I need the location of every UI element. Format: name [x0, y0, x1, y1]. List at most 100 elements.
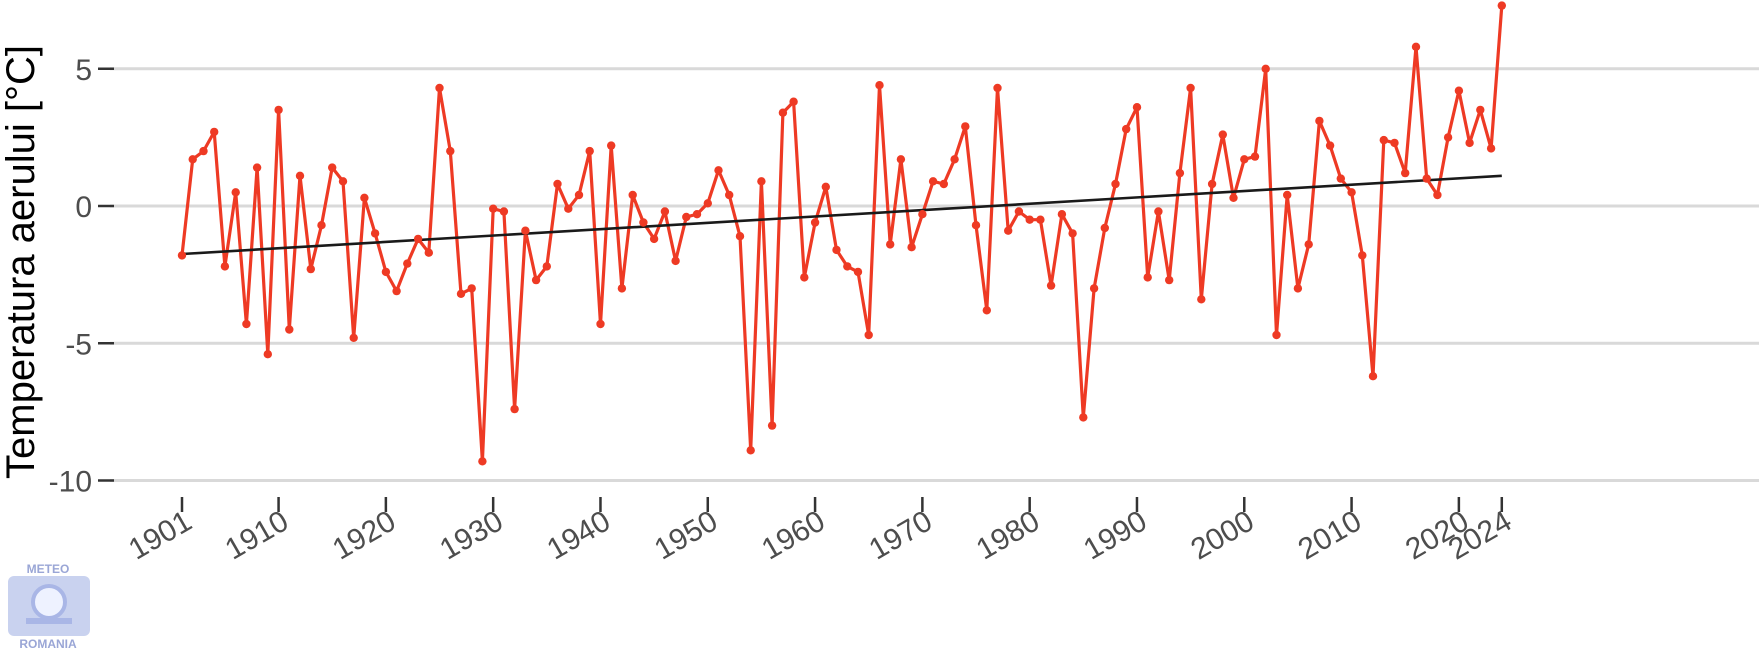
data-point: [242, 319, 251, 329]
data-point: [1390, 138, 1399, 148]
data-point: [649, 234, 659, 244]
data-point: [1411, 42, 1421, 51]
y-tick-label: 0: [75, 191, 92, 224]
data-point: [671, 256, 680, 266]
data-point: [982, 306, 991, 315]
data-point: [864, 330, 873, 340]
x-tick-label: 1920: [327, 504, 401, 566]
data-point: [263, 350, 272, 359]
data-point: [725, 190, 734, 200]
data-point: [1368, 372, 1378, 381]
data-point: [660, 207, 670, 216]
x-tick-label: 1930: [434, 504, 508, 566]
data-point: [392, 286, 401, 296]
data-point: [1315, 116, 1324, 126]
data-point: [907, 243, 916, 252]
data-point: [467, 284, 476, 293]
data-point: [360, 193, 369, 202]
data-point: [1014, 207, 1024, 216]
data-point: [682, 212, 691, 222]
data-point: [971, 221, 981, 230]
data-point: [510, 404, 519, 414]
data-point: [1025, 215, 1034, 224]
data-point: [1079, 413, 1088, 422]
data-point: [1111, 179, 1120, 189]
data-point: [349, 333, 358, 342]
gridlines: [110, 67, 1759, 482]
data-point: [735, 232, 745, 241]
x-tick-label: 1970: [864, 504, 938, 566]
logo-text-bottom: ROMANIA: [19, 637, 77, 650]
data-point: [199, 146, 208, 156]
data-point: [800, 273, 809, 282]
data-point: [446, 146, 455, 156]
data-point: [285, 325, 294, 334]
data-point: [789, 97, 798, 106]
data-point: [853, 267, 863, 277]
data-point: [961, 122, 970, 131]
x-tick-label: 1980: [971, 504, 1045, 566]
x-tick-label: 1960: [756, 504, 830, 566]
data-point: [1122, 124, 1131, 134]
series-lines: [180, 5, 1504, 463]
data-point: [521, 226, 530, 235]
data-point: [274, 105, 283, 115]
data-point: [1036, 215, 1045, 224]
data-point: [231, 188, 240, 197]
data-point: [778, 108, 788, 117]
data-point: [564, 204, 573, 213]
data-point: [1143, 273, 1152, 282]
data-point: [435, 83, 444, 93]
data-point: [993, 83, 1002, 93]
data-point: [1175, 168, 1185, 178]
data-point: [1358, 251, 1367, 260]
x-tick-label: 1990: [1078, 504, 1152, 566]
data-point: [403, 259, 412, 268]
logo-bar: [26, 618, 72, 624]
data-point: [1347, 188, 1356, 197]
data-point: [692, 210, 702, 219]
data-point: [596, 319, 605, 329]
data-point: [1422, 174, 1431, 183]
data-point: [424, 248, 433, 257]
data-point: [832, 245, 841, 255]
x-tick-label: 2010: [1293, 504, 1367, 566]
data-point: [295, 171, 305, 180]
data-point: [810, 218, 820, 227]
data-point: [317, 221, 326, 230]
data-point: [746, 446, 755, 455]
data-point: [1165, 275, 1174, 285]
data-point: [188, 155, 197, 164]
data-point: [531, 275, 541, 285]
data-point: [1250, 152, 1260, 161]
data-point: [875, 81, 884, 90]
data-point: [220, 262, 230, 271]
x-tick-label: 1910: [220, 504, 294, 566]
data-point: [1057, 210, 1067, 219]
data-point: [553, 179, 562, 189]
data-point: [939, 179, 948, 189]
logo-text-top: METEO: [27, 562, 70, 576]
data-point: [1497, 1, 1507, 10]
data-point: [1218, 130, 1228, 139]
x-axis: 1901 1910 1920 1930 1940 1950 1960 1970 1980 1990…: [123, 497, 1517, 566]
data-point: [499, 207, 509, 216]
data-point: [1293, 284, 1303, 293]
data-point: [177, 251, 187, 260]
data-point: [886, 240, 895, 249]
y-axis-tick-labels: 5 0 -5 -10: [49, 54, 114, 499]
data-point: [210, 127, 219, 137]
temperature-line: [180, 5, 1504, 463]
data-point: [1261, 64, 1270, 74]
y-tick-label: 5: [75, 54, 92, 87]
data-point: [1046, 281, 1056, 290]
data-point: [896, 155, 906, 164]
data-point: [1486, 144, 1496, 153]
data-point: [585, 146, 594, 156]
data-point: [703, 199, 712, 208]
data-point: [1304, 240, 1313, 249]
data-point: [1197, 295, 1206, 304]
data-point: [1154, 207, 1163, 216]
data-point: [328, 163, 337, 172]
